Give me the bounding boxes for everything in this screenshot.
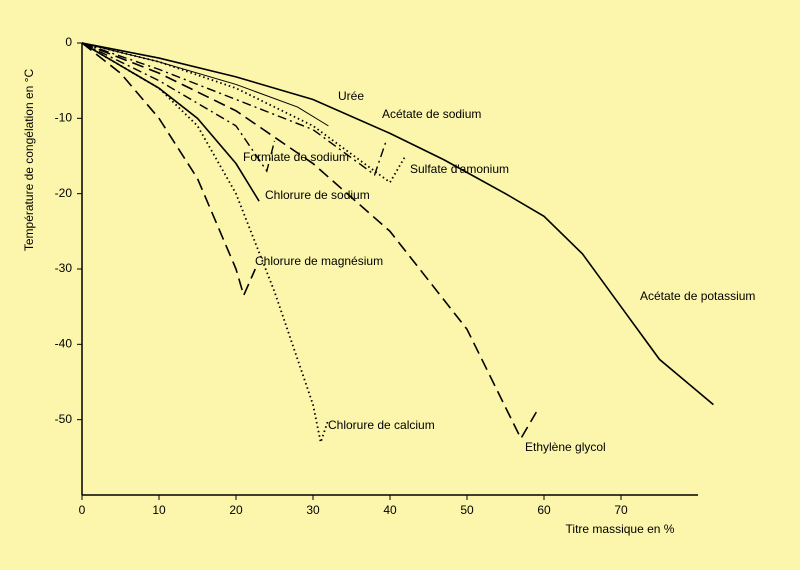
series-label: Acétate de sodium (382, 107, 481, 121)
x-axis-label: Titre massique en % (566, 522, 675, 536)
y-tick-label: 0 (65, 35, 72, 49)
x-tick-label: 10 (152, 503, 166, 517)
x-tick-label: 60 (537, 503, 551, 517)
y-tick-label: -10 (55, 111, 73, 125)
y-tick-label: -40 (55, 337, 73, 351)
y-axis-label: Température de congélation en °C (22, 69, 36, 252)
series-label: Chlorure de sodium (265, 188, 370, 202)
x-tick-label: 20 (229, 503, 243, 517)
series-line (81, 42, 407, 184)
series-line (81, 42, 330, 446)
x-tick-label: 30 (306, 503, 320, 517)
x-tick-label: 40 (383, 503, 397, 517)
y-tick-label: -20 (55, 186, 73, 200)
y-tick-label: -50 (55, 412, 73, 426)
series-label: Ethylène glycol (525, 440, 606, 454)
x-tick-label: 50 (460, 503, 474, 517)
y-tick-label: -30 (55, 261, 73, 275)
x-tick-label: 0 (79, 503, 86, 517)
series-line (81, 42, 329, 127)
series-label: Formiate de sodium (243, 150, 349, 164)
series-line (81, 42, 714, 406)
series-label: Chlorure de calcium (328, 418, 435, 432)
series-label: Chlorure de magnésium (255, 254, 383, 268)
x-tick-label: 70 (614, 503, 628, 517)
series-line (81, 42, 537, 441)
series-line (81, 42, 387, 176)
series-label: Urée (338, 89, 364, 103)
series-line (81, 42, 276, 173)
series-label: Acétate de potassium (640, 289, 755, 303)
